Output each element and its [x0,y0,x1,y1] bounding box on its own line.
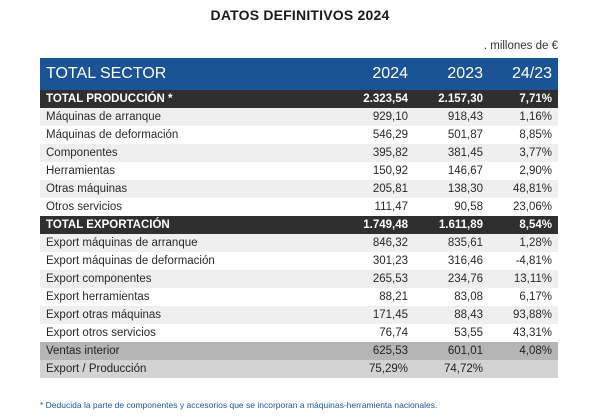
value-2023: 146,67 [414,162,489,180]
table-row: Máquinas de deformación 546,29 501,87 8,… [40,126,558,144]
sector-data-table: TOTAL SECTOR 2024 2023 24/23 TOTAL PRODU… [40,58,558,378]
value-2023: 316,46 [414,252,489,270]
table-row: Herramientas 150,92 146,67 2,90% [40,162,558,180]
table-row: Export máquinas de deformación 301,23 31… [40,252,558,270]
row-label: Máquinas de arranque [40,108,320,126]
export-produccion-row: Export / Producción 75,29% 74,72% [40,360,558,378]
row-label: Export herramientas [40,288,320,306]
value-2023: 74,72% [414,360,489,378]
value-2024: 846,32 [320,234,414,252]
table-header-row: TOTAL SECTOR 2024 2023 24/23 [40,58,558,90]
units-note: . millones de € [483,40,558,52]
table-row: Componentes 395,82 381,45 3,77% [40,144,558,162]
value-2023: 234,76 [414,270,489,288]
value-2023: 2.157,30 [414,90,489,108]
row-label: TOTAL EXPORTACIÓN [40,216,320,234]
header-year-2023: 2023 [414,58,489,90]
value-2024: 265,53 [320,270,414,288]
value-2023: 835,61 [414,234,489,252]
value-variation: 13,11% [489,270,558,288]
value-2024: 111,47 [320,198,414,216]
value-variation: 43,31% [489,324,558,342]
value-variation [489,360,558,378]
value-2024: 1.749,48 [320,216,414,234]
value-2024: 205,81 [320,180,414,198]
table-row: Export herramientas 88,21 83,08 6,17% [40,288,558,306]
value-2023: 381,45 [414,144,489,162]
value-variation: 1,28% [489,234,558,252]
header-year-2024: 2024 [320,58,414,90]
table-row: Export otros servicios 76,74 53,55 43,31… [40,324,558,342]
value-2024: 171,45 [320,306,414,324]
footnote: * Deducida la parte de componentes y acc… [40,400,438,410]
row-label: Herramientas [40,162,320,180]
table-row: Export máquinas de arranque 846,32 835,6… [40,234,558,252]
value-variation: 6,17% [489,288,558,306]
document-title: DATOS DEFINITIVOS 2024 [210,7,390,23]
ventas-interior-row: Ventas interior 625,53 601,01 4,08% [40,342,558,360]
value-variation: 7,71% [489,90,558,108]
row-label: TOTAL PRODUCCIÓN * [40,90,320,108]
table-row: Export otras máquinas 171,45 88,43 93,88… [40,306,558,324]
table-row: Export componentes 265,53 234,76 13,11% [40,270,558,288]
value-variation: 4,08% [489,342,558,360]
table-row: Otras máquinas 205,81 138,30 48,81% [40,180,558,198]
value-variation: 93,88% [489,306,558,324]
header-variation: 24/23 [489,58,558,90]
value-2023: 601,01 [414,342,489,360]
value-2024: 395,82 [320,144,414,162]
row-label: Máquinas de deformación [40,126,320,144]
value-2024: 929,10 [320,108,414,126]
row-label: Export máquinas de arranque [40,234,320,252]
row-label: Export / Producción [40,360,320,378]
header-label: TOTAL SECTOR [40,58,320,90]
value-2024: 150,92 [320,162,414,180]
value-2023: 918,43 [414,108,489,126]
value-variation: 2,90% [489,162,558,180]
value-2024: 301,23 [320,252,414,270]
value-variation: 1,16% [489,108,558,126]
row-label: Export máquinas de deformación [40,252,320,270]
value-variation: 23,06% [489,198,558,216]
row-label: Export otras máquinas [40,306,320,324]
value-2023: 501,87 [414,126,489,144]
value-2024: 76,74 [320,324,414,342]
row-label: Export componentes [40,270,320,288]
value-variation: -4,81% [489,252,558,270]
value-variation: 8,54% [489,216,558,234]
value-2024: 2.323,54 [320,90,414,108]
total-produccion-row: TOTAL PRODUCCIÓN * 2.323,54 2.157,30 7,7… [40,90,558,108]
table-row: Máquinas de arranque 929,10 918,43 1,16% [40,108,558,126]
value-2024: 88,21 [320,288,414,306]
value-2023: 83,08 [414,288,489,306]
value-variation: 48,81% [489,180,558,198]
total-exportacion-row: TOTAL EXPORTACIÓN 1.749,48 1.611,89 8,54… [40,216,558,234]
row-label: Ventas interior [40,342,320,360]
value-2024: 546,29 [320,126,414,144]
value-2024: 75,29% [320,360,414,378]
value-variation: 8,85% [489,126,558,144]
value-2023: 88,43 [414,306,489,324]
value-2023: 90,58 [414,198,489,216]
value-2023: 1.611,89 [414,216,489,234]
table-row: Otros servicios 111,47 90,58 23,06% [40,198,558,216]
row-label: Otros servicios [40,198,320,216]
value-2024: 625,53 [320,342,414,360]
value-variation: 3,77% [489,144,558,162]
row-label: Otras máquinas [40,180,320,198]
value-2023: 138,30 [414,180,489,198]
row-label: Export otros servicios [40,324,320,342]
value-2023: 53,55 [414,324,489,342]
row-label: Componentes [40,144,320,162]
